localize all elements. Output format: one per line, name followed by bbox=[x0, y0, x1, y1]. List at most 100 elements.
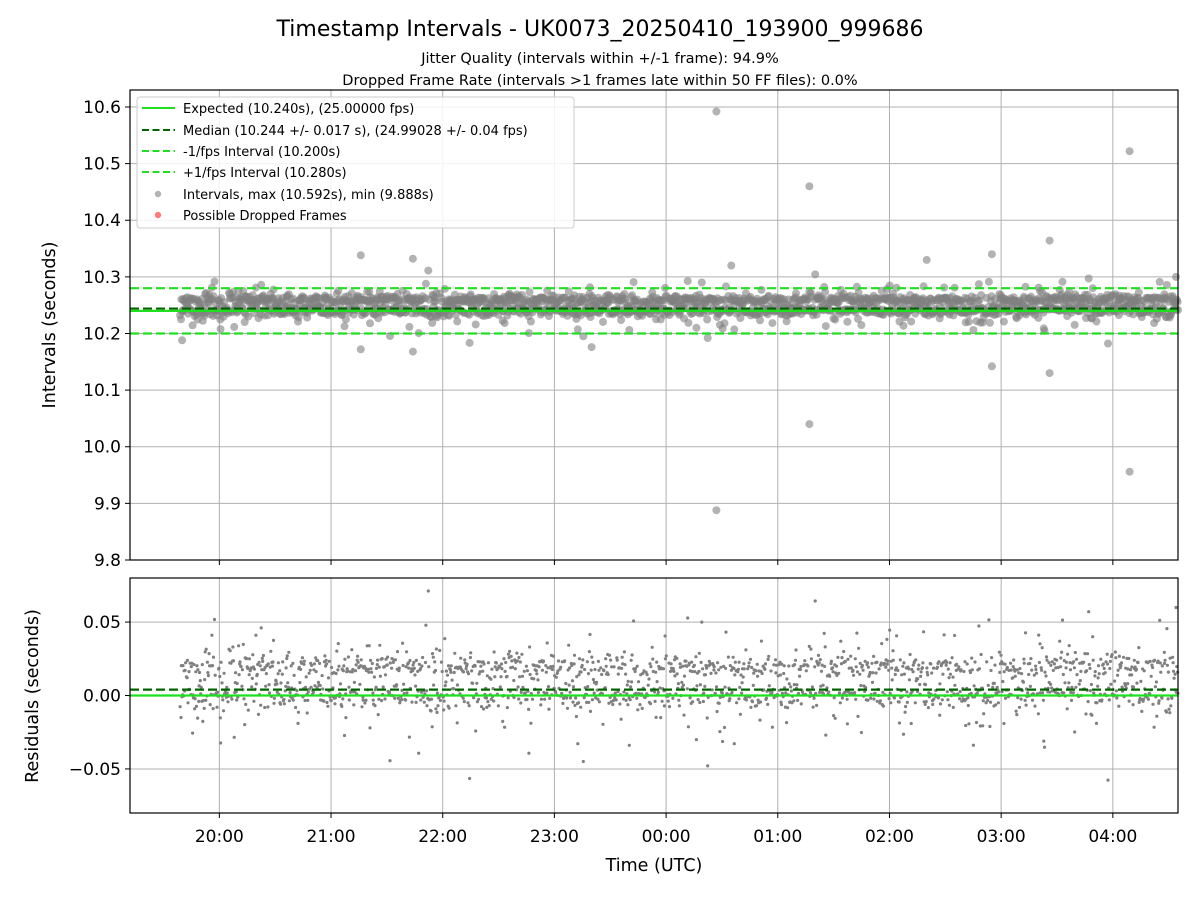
residual-point bbox=[795, 683, 799, 687]
residual-point bbox=[935, 665, 940, 669]
residual-point bbox=[767, 654, 771, 658]
residual-point bbox=[1169, 704, 1173, 708]
residual-point bbox=[238, 660, 242, 664]
residual-point bbox=[772, 663, 776, 667]
residual-point bbox=[877, 667, 881, 671]
residual-point bbox=[235, 681, 239, 686]
residual-point bbox=[975, 691, 979, 695]
residual-point bbox=[860, 663, 865, 668]
residual-point bbox=[285, 654, 289, 658]
residual-point bbox=[1067, 681, 1071, 685]
residual-point bbox=[279, 702, 283, 706]
residual-point bbox=[1003, 662, 1007, 666]
residual-point bbox=[572, 653, 577, 657]
top-y-tick-label: 9.8 bbox=[94, 551, 121, 571]
residual-point bbox=[245, 657, 249, 661]
residual-point bbox=[527, 707, 531, 712]
residual-point bbox=[395, 683, 399, 687]
residual-point bbox=[1009, 661, 1013, 665]
residual-point bbox=[586, 685, 590, 689]
residual-point bbox=[655, 680, 659, 684]
residual-point bbox=[1085, 652, 1090, 656]
residual-point bbox=[1075, 673, 1079, 677]
residual-point bbox=[356, 660, 360, 664]
residual-point bbox=[693, 670, 697, 674]
residual-point bbox=[486, 661, 490, 665]
interval-point bbox=[907, 317, 916, 326]
residual-point bbox=[973, 660, 977, 664]
residual-point bbox=[342, 733, 347, 738]
residual-point bbox=[694, 655, 698, 659]
residual-point bbox=[512, 695, 516, 700]
residual-point bbox=[1132, 658, 1136, 662]
residual-point bbox=[624, 698, 628, 703]
residual-point bbox=[517, 655, 521, 660]
interval-point bbox=[230, 322, 239, 331]
residual-point bbox=[991, 685, 995, 689]
residual-point bbox=[898, 658, 902, 662]
top-y-tick-label: 10.2 bbox=[83, 324, 121, 344]
residual-point bbox=[1095, 701, 1099, 705]
residual-point bbox=[193, 697, 197, 701]
residual-point bbox=[620, 666, 624, 671]
residual-point bbox=[453, 651, 457, 655]
residual-point bbox=[603, 686, 607, 690]
residual-point bbox=[792, 683, 796, 687]
residual-point bbox=[1117, 704, 1121, 708]
residual-point bbox=[1014, 709, 1018, 713]
residual-point bbox=[407, 735, 411, 739]
residual-point bbox=[854, 665, 858, 669]
residual-point bbox=[1108, 659, 1112, 664]
residual-point bbox=[1108, 666, 1112, 671]
residual-point bbox=[459, 656, 463, 660]
residual-point bbox=[356, 654, 360, 658]
residual-point bbox=[880, 642, 884, 646]
residual-point bbox=[1037, 660, 1041, 665]
residual-point bbox=[1055, 658, 1059, 662]
residual-point bbox=[270, 664, 274, 668]
residual-point bbox=[1058, 639, 1062, 643]
residual-point bbox=[591, 660, 595, 665]
residual-point bbox=[1034, 671, 1039, 675]
residual-point bbox=[861, 668, 865, 672]
residual-point bbox=[1040, 646, 1044, 650]
residual-point bbox=[194, 670, 198, 674]
residual-point bbox=[544, 664, 548, 668]
residual-point bbox=[845, 697, 849, 701]
top-panel: 9.8 9.9 10.0 10.1 10.2 10.3 10.4 10.5 10.6 Inter… bbox=[40, 89, 1182, 571]
residual-point bbox=[596, 697, 600, 701]
bottom-x-ticks: 20:00 21:00 22:00 23:00 00:00 01:00 02:00 03:00… bbox=[195, 813, 1137, 847]
residual-point bbox=[982, 712, 986, 716]
residual-point bbox=[434, 707, 438, 711]
residual-point bbox=[968, 670, 973, 675]
residual-point bbox=[1160, 664, 1164, 668]
residual-point bbox=[427, 665, 431, 669]
residual-point bbox=[524, 664, 529, 668]
residual-point bbox=[490, 667, 494, 671]
residual-point bbox=[977, 624, 981, 628]
residual-point bbox=[468, 655, 472, 660]
residual-point bbox=[1022, 661, 1026, 665]
residual-point bbox=[763, 667, 767, 671]
residual-point bbox=[396, 696, 400, 700]
residual-point bbox=[1096, 664, 1101, 668]
residual-point bbox=[1074, 685, 1078, 689]
residual-point bbox=[789, 685, 793, 689]
residual-point bbox=[1068, 668, 1073, 672]
residual-point bbox=[766, 657, 770, 662]
residual-point bbox=[390, 666, 394, 670]
residual-point bbox=[733, 660, 737, 664]
residual-point bbox=[364, 698, 368, 702]
residual-point bbox=[1096, 684, 1100, 688]
residual-point bbox=[322, 699, 326, 703]
residual-point bbox=[1015, 668, 1019, 672]
residual-point bbox=[940, 698, 944, 702]
residual-point bbox=[266, 662, 270, 666]
residual-point bbox=[570, 679, 575, 683]
residual-point bbox=[887, 668, 891, 672]
residual-point bbox=[742, 662, 746, 666]
residual-point bbox=[440, 669, 444, 674]
residual-point bbox=[520, 674, 525, 678]
residual-point bbox=[551, 654, 556, 658]
legend-entry-minus-fps: -1/fps Interval (10.200s) bbox=[183, 145, 340, 160]
